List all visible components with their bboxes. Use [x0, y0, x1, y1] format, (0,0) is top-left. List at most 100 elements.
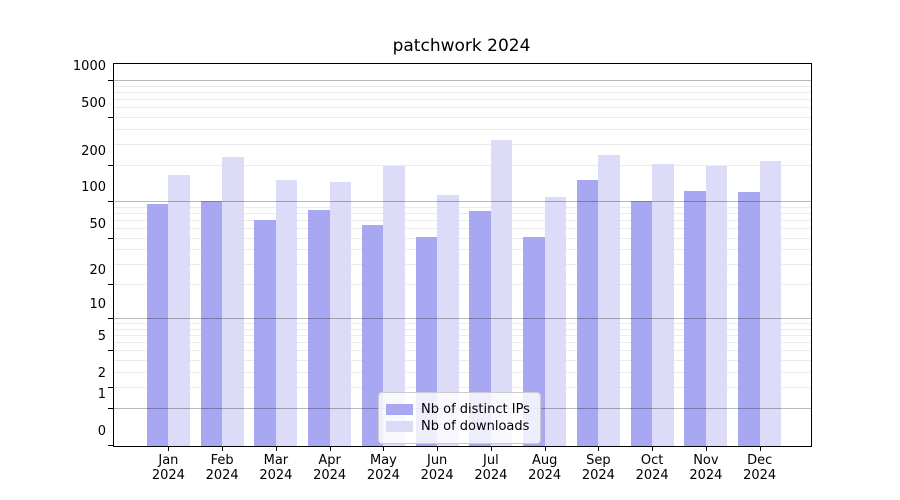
gridline-minor	[114, 107, 811, 109]
gridline-minor	[114, 99, 811, 101]
x-axis-tick	[275, 446, 277, 451]
x-tick-label: Nov 2024	[676, 453, 736, 483]
x-tick-label: Jan 2024	[138, 453, 198, 483]
x-axis-tick	[222, 446, 224, 451]
gridline-minor	[114, 128, 811, 130]
bar-downloads	[329, 181, 352, 446]
gridline-minor	[114, 116, 811, 118]
y-axis-tick	[108, 284, 114, 286]
x-tick-year: 2024	[366, 468, 400, 483]
plot-area: 0 1 2 5 10 20 50 100 200 500 1000 Jan 2024 Feb 2024 Mar…	[73, 59, 812, 483]
x-tick-label: May 2024	[353, 453, 413, 483]
y-axis-tick	[108, 445, 114, 446]
gridline-major	[114, 80, 811, 82]
bar-distinct-ips	[576, 179, 599, 446]
x-tick-label: Feb 2024	[192, 453, 252, 483]
x-tick-label: Apr 2024	[300, 453, 360, 483]
bar-distinct-ips	[146, 204, 169, 446]
y-axis-tick	[108, 408, 114, 410]
y-tick-label: 50	[89, 216, 106, 232]
x-tick-label: Oct 2024	[622, 453, 682, 483]
x-tick-month: Jan	[158, 453, 179, 468]
x-axis-tick	[383, 446, 385, 451]
y-tick-label: 20	[89, 263, 106, 279]
x-tick-month: Oct	[640, 453, 664, 468]
x-axis-tick	[490, 446, 492, 451]
y-tick-label: 500	[81, 95, 106, 111]
y-tick-label: 1000	[72, 59, 106, 75]
x-tick-month: May	[369, 453, 397, 468]
x-tick-month: Feb	[210, 453, 234, 468]
x-tick-month: Apr	[318, 453, 341, 468]
x-tick-month: Aug	[531, 453, 558, 468]
y-tick-label: 0	[97, 424, 106, 439]
x-tick-year: 2024	[689, 468, 723, 483]
x-tick-label: Aug 2024	[515, 453, 575, 483]
bar-distinct-ips	[684, 190, 706, 446]
x-axis-tick	[437, 446, 439, 451]
x-tick-year: 2024	[313, 468, 347, 483]
bar-distinct-ips	[308, 209, 330, 446]
x-tick-month: Jun	[426, 453, 448, 468]
x-tick-month: Dec	[747, 453, 773, 468]
x-tick-month: Nov	[693, 453, 719, 468]
x-tick-label: Jun 2024	[407, 453, 467, 483]
x-tick-label: Dec 2024	[730, 453, 790, 483]
bar-downloads	[168, 175, 190, 446]
bar-distinct-ips	[469, 210, 491, 446]
gridline-minor	[114, 85, 811, 87]
y-axis-tick	[108, 165, 114, 167]
y-axis-tick	[108, 318, 114, 320]
x-tick-year: 2024	[743, 468, 777, 483]
bar-downloads	[598, 155, 620, 446]
bar-downloads	[705, 166, 728, 446]
legend-label-distinct-ips: Nb of distinct IPs	[421, 402, 530, 417]
legend-label-downloads: Nb of downloads	[421, 419, 530, 434]
bar-distinct-ips	[361, 224, 384, 446]
x-tick-year: 2024	[259, 468, 293, 483]
x-tick-year: 2024	[635, 468, 669, 483]
x-axis-tick	[652, 446, 654, 451]
bar-downloads	[490, 139, 513, 446]
bar-downloads	[383, 166, 405, 446]
x-tick-year: 2024	[474, 468, 508, 483]
legend-entry-downloads: Nb of downloads	[386, 419, 530, 434]
bar-downloads	[759, 160, 782, 446]
x-axis-tick	[168, 446, 170, 451]
bar-downloads	[275, 179, 298, 446]
x-tick-year: 2024	[528, 468, 562, 483]
x-tick-label: Mar 2024	[246, 453, 306, 483]
y-axis-tick	[108, 80, 114, 82]
y-axis-tick	[108, 387, 114, 389]
gridline-minor	[114, 143, 811, 145]
legend-swatch-distinct-ips	[386, 404, 413, 415]
legend-swatch-downloads	[386, 421, 413, 432]
x-axis-tick	[705, 446, 707, 451]
bar-distinct-ips	[254, 220, 276, 446]
x-tick-month: Sep	[586, 453, 611, 468]
bar-distinct-ips	[738, 192, 760, 446]
y-tick-label: 1	[97, 387, 106, 403]
x-tick-year: 2024	[151, 468, 185, 483]
gridline-minor	[114, 92, 811, 94]
y-axis-tick	[108, 237, 114, 239]
bar-distinct-ips	[200, 201, 223, 446]
y-tick-label: 100	[81, 180, 106, 196]
bar-downloads	[437, 194, 459, 446]
y-tick-label: 200	[81, 144, 106, 160]
y-tick-label: 2	[97, 366, 106, 382]
y-axis-tick	[108, 116, 114, 118]
x-axis-tick	[759, 446, 761, 451]
y-tick-label: 5	[97, 329, 106, 345]
bar-downloads	[544, 197, 567, 446]
x-tick-year: 2024	[205, 468, 239, 483]
bar-downloads	[652, 164, 674, 446]
x-axis-tick	[598, 446, 600, 451]
x-axis-tick	[544, 446, 546, 451]
x-tick-month: Mar	[263, 453, 289, 468]
x-axis-tick	[329, 446, 331, 451]
legend: Nb of distinct IPs Nb of downloads	[378, 392, 541, 444]
bar-downloads	[222, 157, 244, 446]
x-tick-label: Sep 2024	[568, 453, 628, 483]
